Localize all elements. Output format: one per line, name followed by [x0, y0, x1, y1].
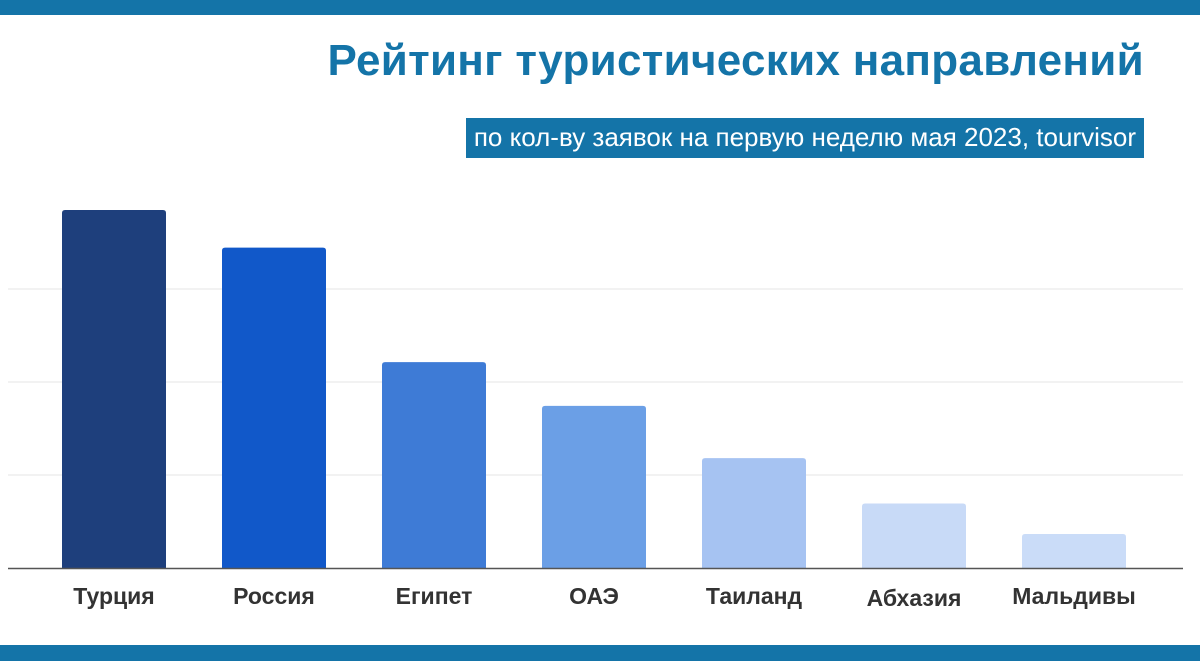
category-label-1: Турция: [73, 583, 154, 609]
category-label-2: Россия: [233, 583, 315, 609]
category-label-4: ОАЭ: [569, 583, 619, 609]
bar-1: [62, 210, 166, 568]
category-label-3: Египет: [396, 583, 473, 609]
chart-title: Рейтинг туристических направлений: [327, 36, 1144, 85]
category-label-5: Таиланд: [706, 583, 803, 609]
bar-2: [222, 247, 326, 568]
category-label-7: Мальдивы: [1012, 583, 1136, 609]
bar-5: [702, 458, 806, 568]
category-label-6: Абхазия: [867, 585, 962, 611]
bar-6: [862, 503, 966, 568]
top-band: [0, 0, 1200, 15]
chart-subtitle: по кол-ву заявок на первую неделю мая 20…: [465, 118, 1144, 158]
bar-7: [1022, 533, 1126, 568]
bar-4: [542, 405, 646, 568]
bar-3: [382, 362, 486, 568]
bottom-band: [0, 645, 1200, 661]
